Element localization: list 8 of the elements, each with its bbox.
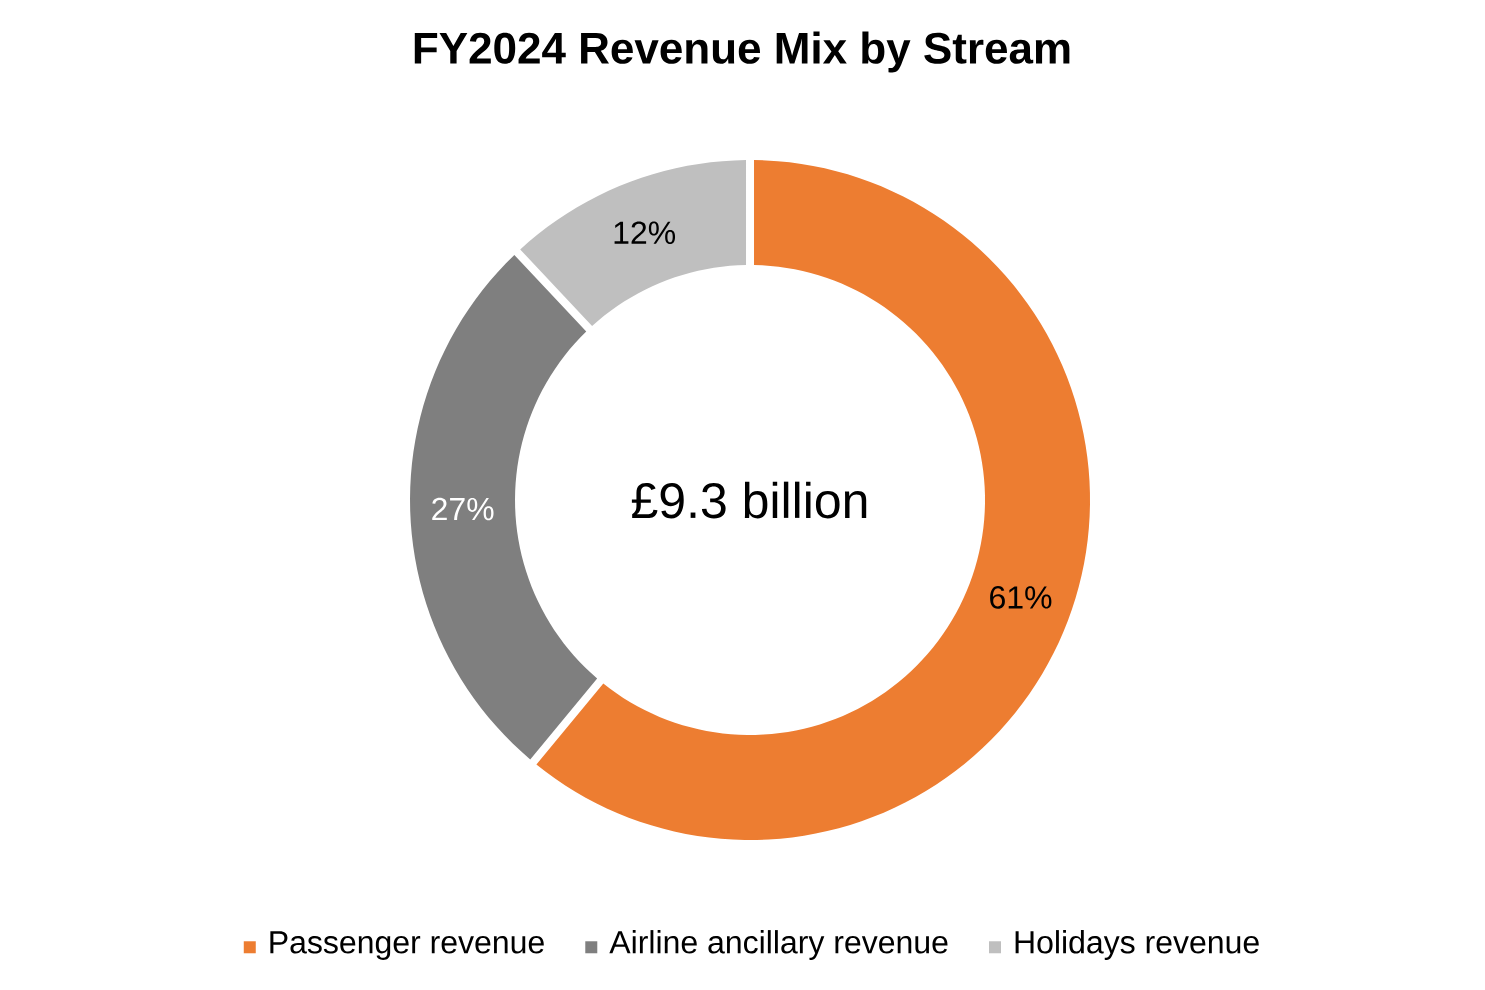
legend-label: Holidays revenue [1015, 930, 1259, 960]
data-label: 12% [614, 221, 676, 244]
data-label: 61% [990, 586, 1052, 609]
text: £9.3 billion [631, 481, 867, 519]
legend-label: Passenger revenue [270, 931, 544, 960]
chart-title: FY2024 Revenue Mix by Stream [414, 31, 1070, 73]
data-label: 27% [432, 497, 494, 521]
legend-label: Airline ancillary revenue [609, 930, 948, 960]
